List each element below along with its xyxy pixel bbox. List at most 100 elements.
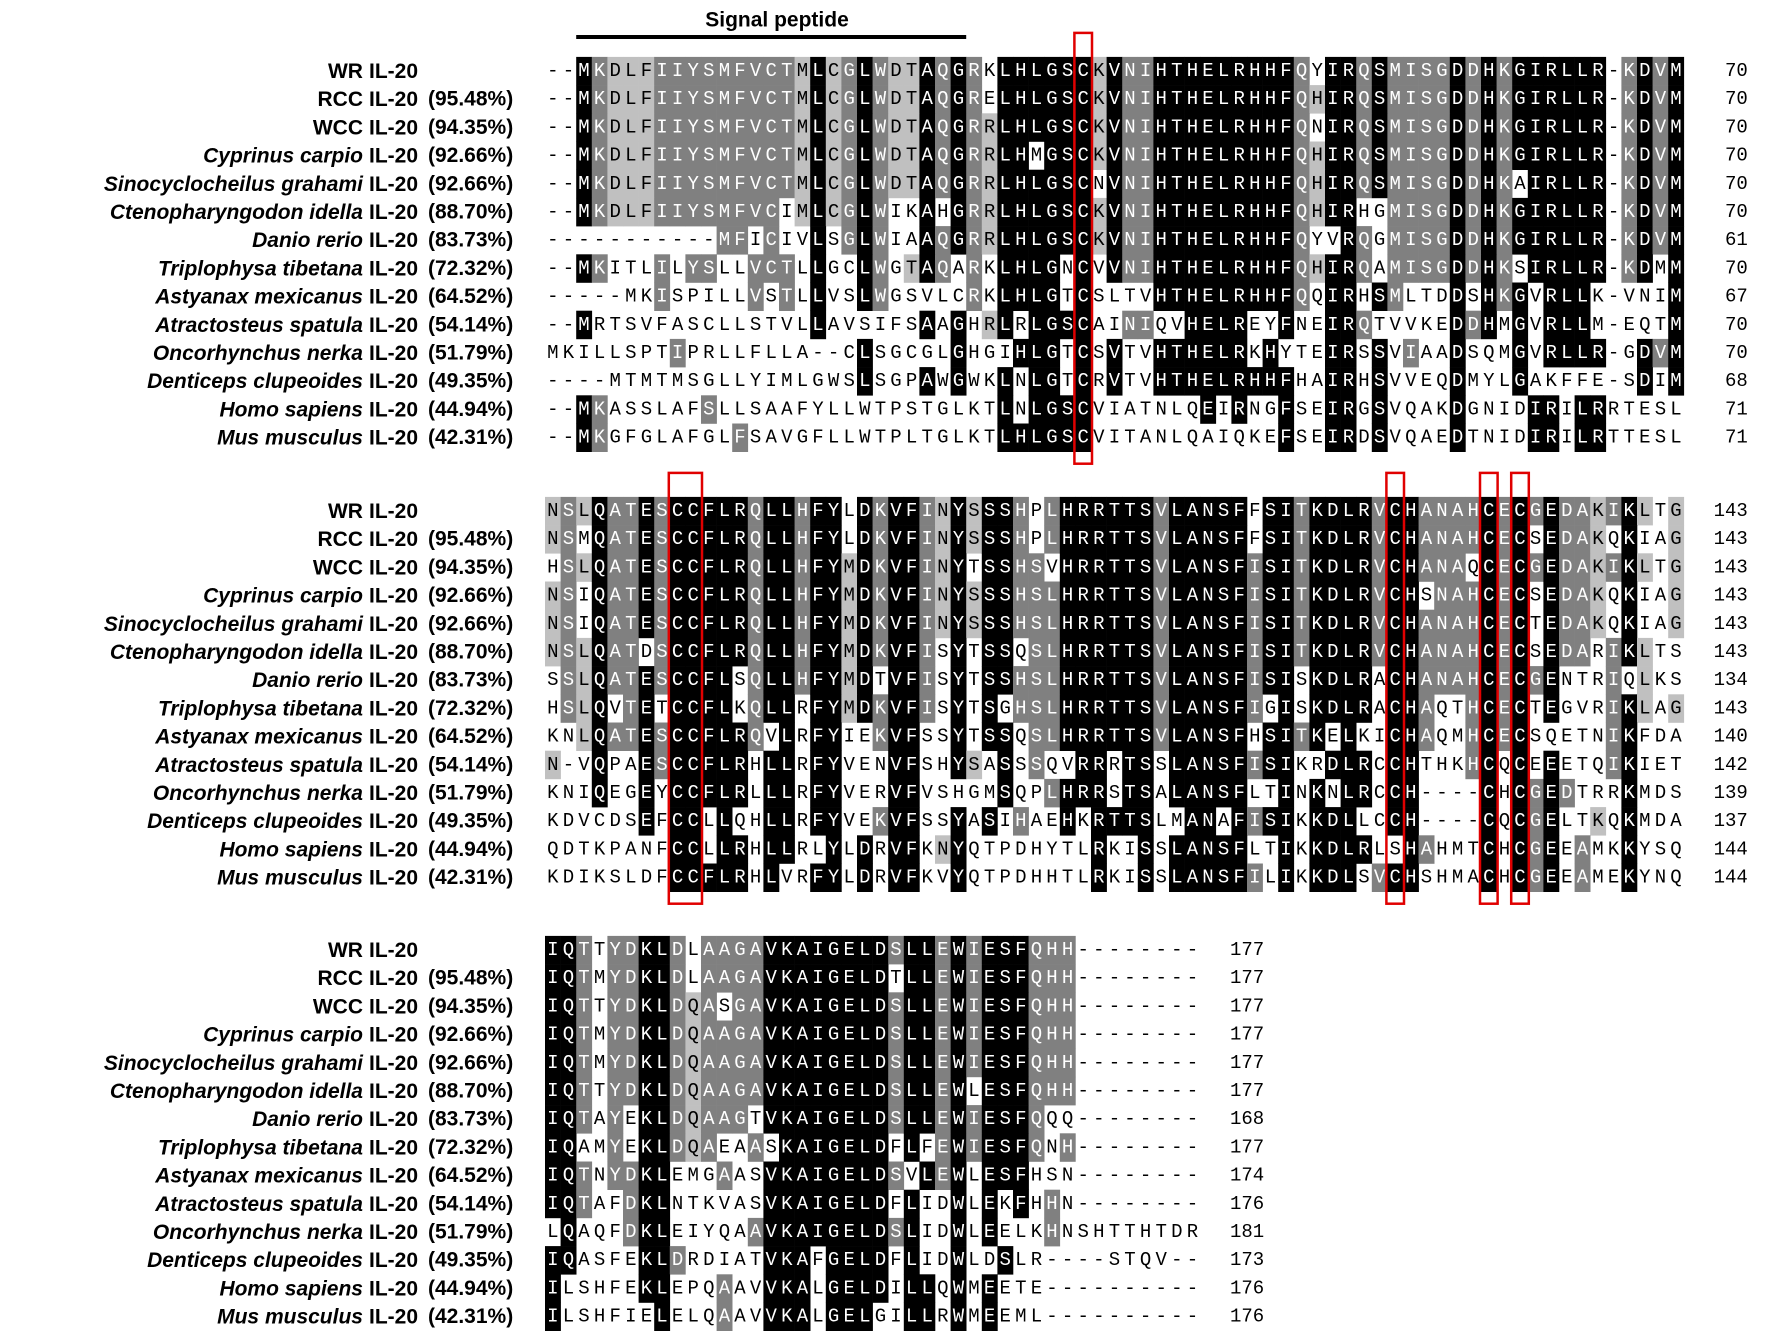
residue: L	[812, 1277, 823, 1299]
residue-count: 177	[1230, 1080, 1264, 1102]
residue: C	[687, 669, 698, 691]
residue: R	[1077, 782, 1088, 804]
residue: E	[984, 1165, 995, 1187]
residue: S	[578, 1277, 589, 1299]
residue: G	[703, 1165, 714, 1187]
residue: M	[843, 641, 854, 663]
residue: I	[1124, 838, 1135, 860]
sequence-label: Mus musculus IL-20	[217, 866, 418, 889]
residue: A	[1124, 398, 1136, 420]
residue: R	[1187, 1221, 1198, 1243]
residue: -	[563, 229, 574, 251]
identity: (88.70%)	[428, 1080, 513, 1103]
residue: S	[1421, 867, 1432, 889]
residue: I	[1249, 585, 1260, 607]
residue: L	[765, 669, 776, 691]
residue: K	[875, 726, 887, 748]
residue: A	[1514, 173, 1526, 195]
residue: T	[1124, 585, 1135, 607]
residue: E	[859, 810, 870, 832]
residue-shade	[638, 113, 655, 142]
residue: H	[1436, 867, 1447, 889]
residue: I	[1140, 88, 1151, 110]
residue-shade	[654, 85, 671, 114]
residue: I	[968, 1024, 979, 1046]
residue: N	[1202, 810, 1213, 832]
residue: M	[1670, 370, 1681, 392]
residue: F	[906, 556, 917, 578]
residue: S	[563, 613, 574, 635]
gene-name: IL-20	[369, 144, 418, 167]
residue: I	[968, 939, 979, 961]
gene-name: IL-20	[369, 500, 418, 523]
residue-shade	[1418, 141, 1435, 170]
residue: G	[734, 967, 745, 989]
residue: -	[1077, 1052, 1088, 1074]
residue: K	[594, 201, 606, 223]
residue: D	[1452, 398, 1463, 420]
residue: -	[594, 286, 605, 308]
residue: L	[1031, 370, 1042, 392]
residue: E	[843, 1221, 854, 1243]
residue: A	[672, 314, 684, 336]
residue: P	[999, 838, 1010, 860]
residue: W	[875, 257, 887, 279]
residue: H	[1046, 1052, 1057, 1074]
residue: Q	[1499, 810, 1510, 832]
residue: A	[1421, 528, 1433, 550]
residue: H	[1483, 201, 1494, 223]
residue-shade	[1340, 141, 1357, 170]
residue-shade	[935, 56, 951, 86]
residue: D	[875, 1136, 886, 1158]
residue: L	[1218, 60, 1229, 82]
residue: I	[1327, 398, 1338, 420]
residue-shade	[1169, 169, 1185, 199]
residue: R	[1545, 314, 1556, 336]
sequence-label: Sinocyclocheilus grahami IL-20	[104, 172, 418, 195]
residue: D	[1327, 585, 1338, 607]
residue: V	[890, 641, 902, 663]
residue: V	[1655, 60, 1667, 82]
residue: H	[1062, 556, 1073, 578]
residue-shade	[1184, 141, 1201, 170]
residue: H	[1187, 173, 1198, 195]
residue: D	[1561, 782, 1572, 804]
residue: E	[1202, 173, 1213, 195]
residue-shade	[857, 141, 873, 170]
residue: H	[1249, 88, 1260, 110]
sequence-label: Sinocyclocheilus grahami IL-20	[104, 1051, 418, 1074]
residue-count: 61	[1725, 229, 1748, 251]
residue: S	[1155, 754, 1166, 776]
residue: I	[1530, 201, 1541, 223]
residue: R	[968, 88, 979, 110]
residue: C	[828, 173, 839, 195]
residue: D	[1452, 145, 1463, 167]
residue: S	[563, 585, 574, 607]
residue: E	[984, 1108, 995, 1130]
residue: T	[578, 838, 589, 860]
residue: S	[1421, 201, 1432, 223]
residue: E	[641, 782, 652, 804]
residue: S	[1062, 229, 1073, 251]
residue: D	[1327, 754, 1338, 776]
residue: -	[547, 257, 558, 279]
residue: -	[1187, 1165, 1198, 1187]
residue: Y	[1311, 229, 1323, 251]
residue: T	[1140, 398, 1151, 420]
residue: Y	[1639, 838, 1651, 860]
residue: A	[921, 116, 933, 138]
residue: P	[641, 342, 652, 364]
residue: L	[578, 500, 589, 522]
residue: T	[1577, 726, 1588, 748]
residue: S	[1374, 370, 1385, 392]
species-name: Mus musculus	[217, 1305, 363, 1328]
residue: I	[672, 60, 683, 82]
residue: D	[1467, 229, 1478, 251]
residue: T	[1623, 398, 1634, 420]
residue: L	[859, 1306, 870, 1328]
residue: R	[797, 782, 808, 804]
residue-shade	[857, 197, 873, 227]
residue: E	[1545, 669, 1556, 691]
residue: K	[1592, 286, 1604, 308]
residue-shade	[669, 56, 686, 86]
